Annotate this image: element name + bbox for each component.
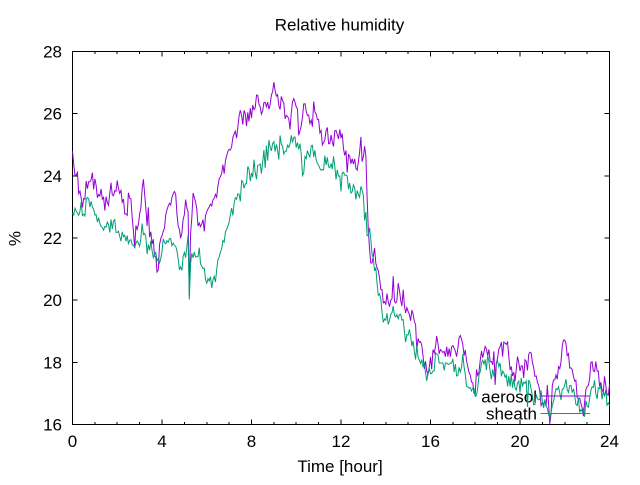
svg-text:24: 24 [600, 432, 619, 451]
svg-text:0: 0 [68, 432, 77, 451]
svg-text:Relative humidity: Relative humidity [275, 16, 405, 35]
svg-text:22: 22 [43, 229, 62, 248]
svg-text:28: 28 [43, 43, 62, 62]
svg-text:4: 4 [157, 432, 166, 451]
svg-text:16: 16 [43, 416, 62, 435]
svg-text:Time [hour]: Time [hour] [297, 457, 382, 476]
svg-text:8: 8 [247, 432, 256, 451]
svg-text:%: % [5, 231, 24, 246]
svg-text:26: 26 [43, 105, 62, 124]
svg-text:18: 18 [43, 353, 62, 372]
svg-text:aerosol: aerosol [481, 388, 537, 407]
svg-text:12: 12 [332, 432, 351, 451]
svg-text:16: 16 [421, 432, 440, 451]
svg-text:24: 24 [43, 167, 62, 186]
svg-text:20: 20 [43, 291, 62, 310]
svg-text:sheath: sheath [486, 405, 537, 424]
svg-text:20: 20 [511, 432, 530, 451]
